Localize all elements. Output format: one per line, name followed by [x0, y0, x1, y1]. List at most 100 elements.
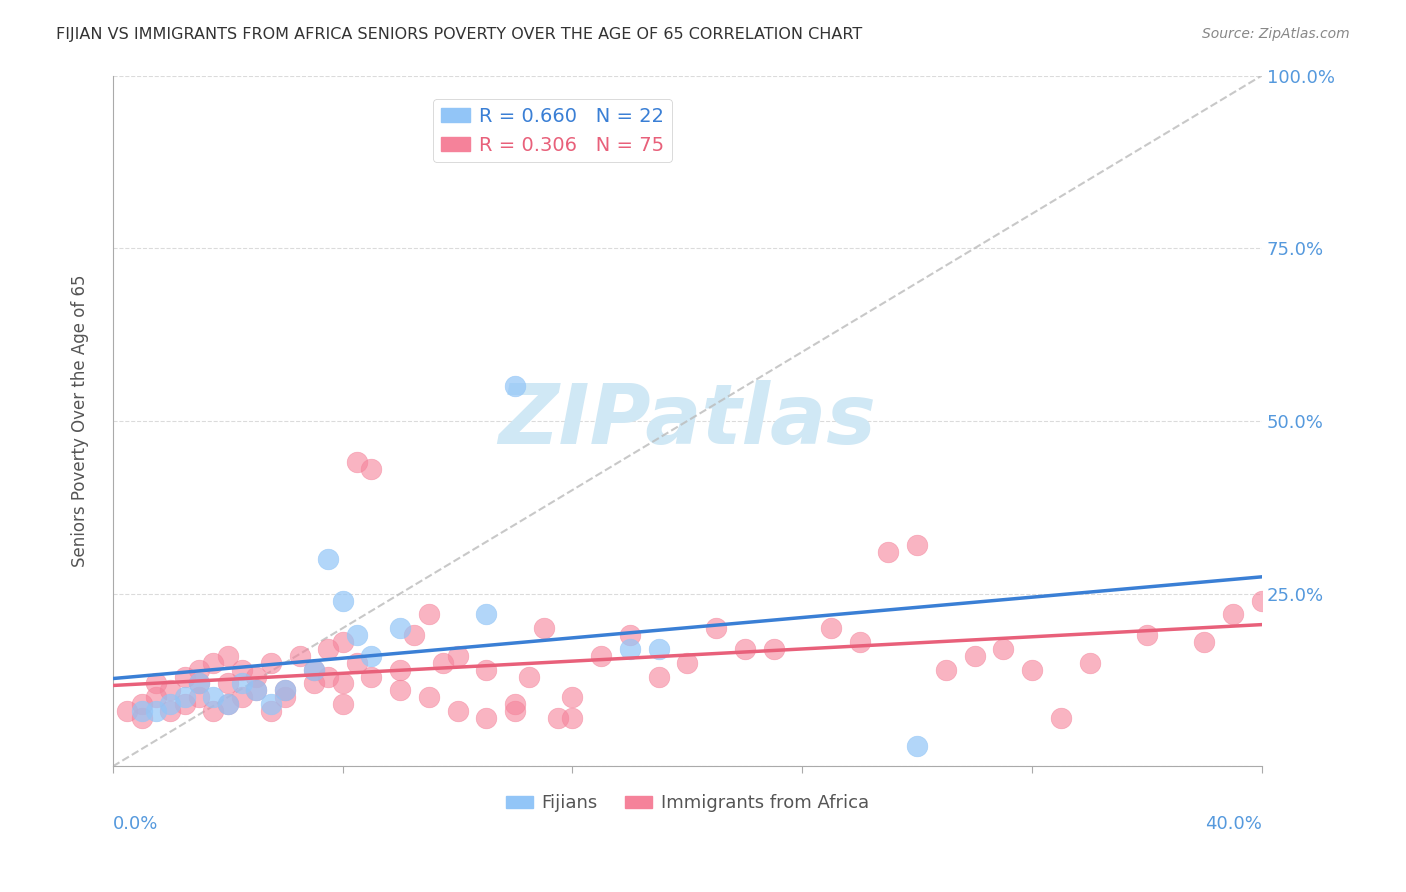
Point	[202, 704, 225, 718]
Point	[202, 656, 225, 670]
Point	[519, 669, 541, 683]
Point	[217, 648, 239, 663]
Point	[389, 663, 412, 677]
Point	[231, 690, 253, 705]
Point	[332, 593, 354, 607]
Point	[905, 739, 928, 753]
Legend: Fijians, Immigrants from Africa: Fijians, Immigrants from Africa	[498, 787, 876, 820]
Point	[245, 669, 267, 683]
Point	[316, 641, 339, 656]
Point	[245, 683, 267, 698]
Point	[1136, 628, 1159, 642]
Point	[1049, 711, 1071, 725]
Point	[360, 462, 382, 476]
Point	[260, 656, 283, 670]
Point	[404, 628, 426, 642]
Point	[332, 676, 354, 690]
Point	[446, 648, 468, 663]
Point	[503, 697, 526, 711]
Point	[274, 690, 297, 705]
Text: ZIPatlas: ZIPatlas	[499, 380, 876, 461]
Point	[231, 663, 253, 677]
Point	[591, 648, 613, 663]
Point	[619, 628, 641, 642]
Point	[173, 697, 195, 711]
Point	[446, 704, 468, 718]
Point	[332, 697, 354, 711]
Point	[360, 669, 382, 683]
Point	[115, 704, 138, 718]
Point	[260, 704, 283, 718]
Point	[963, 648, 986, 663]
Y-axis label: Seniors Poverty Over the Age of 65: Seniors Poverty Over the Age of 65	[72, 275, 89, 567]
Point	[231, 676, 253, 690]
Point	[734, 641, 756, 656]
Point	[188, 676, 211, 690]
Point	[145, 690, 167, 705]
Point	[131, 711, 153, 725]
Point	[173, 690, 195, 705]
Point	[346, 656, 368, 670]
Point	[188, 676, 211, 690]
Point	[503, 704, 526, 718]
Point	[503, 379, 526, 393]
Point	[820, 621, 842, 635]
Point	[316, 552, 339, 566]
Point	[418, 690, 440, 705]
Point	[145, 676, 167, 690]
Point	[245, 683, 267, 698]
Point	[647, 641, 669, 656]
Point	[561, 711, 583, 725]
Point	[905, 538, 928, 552]
Point	[1194, 635, 1216, 649]
Point	[188, 663, 211, 677]
Point	[145, 704, 167, 718]
Point	[274, 683, 297, 698]
Text: 0.0%: 0.0%	[112, 814, 159, 832]
Point	[159, 697, 181, 711]
Point	[217, 676, 239, 690]
Point	[561, 690, 583, 705]
Point	[302, 676, 325, 690]
Point	[217, 697, 239, 711]
Point	[346, 455, 368, 469]
Point	[762, 641, 785, 656]
Point	[389, 621, 412, 635]
Point	[260, 697, 283, 711]
Point	[877, 545, 900, 559]
Point	[316, 669, 339, 683]
Point	[159, 704, 181, 718]
Point	[302, 663, 325, 677]
Text: Source: ZipAtlas.com: Source: ZipAtlas.com	[1202, 27, 1350, 41]
Point	[202, 690, 225, 705]
Point	[676, 656, 699, 670]
Point	[935, 663, 957, 677]
Point	[848, 635, 870, 649]
Point	[704, 621, 727, 635]
Text: FIJIAN VS IMMIGRANTS FROM AFRICA SENIORS POVERTY OVER THE AGE OF 65 CORRELATION : FIJIAN VS IMMIGRANTS FROM AFRICA SENIORS…	[56, 27, 862, 42]
Point	[302, 663, 325, 677]
Point	[346, 628, 368, 642]
Point	[475, 711, 498, 725]
Point	[993, 641, 1015, 656]
Point	[288, 648, 311, 663]
Point	[389, 683, 412, 698]
Point	[332, 635, 354, 649]
Point	[360, 648, 382, 663]
Point	[173, 669, 195, 683]
Point	[1222, 607, 1244, 622]
Text: 40.0%: 40.0%	[1205, 814, 1263, 832]
Point	[475, 663, 498, 677]
Point	[418, 607, 440, 622]
Point	[131, 697, 153, 711]
Point	[217, 697, 239, 711]
Point	[547, 711, 569, 725]
Point	[188, 690, 211, 705]
Point	[475, 607, 498, 622]
Point	[533, 621, 555, 635]
Point	[619, 641, 641, 656]
Point	[1251, 593, 1274, 607]
Point	[432, 656, 454, 670]
Point	[159, 683, 181, 698]
Point	[131, 704, 153, 718]
